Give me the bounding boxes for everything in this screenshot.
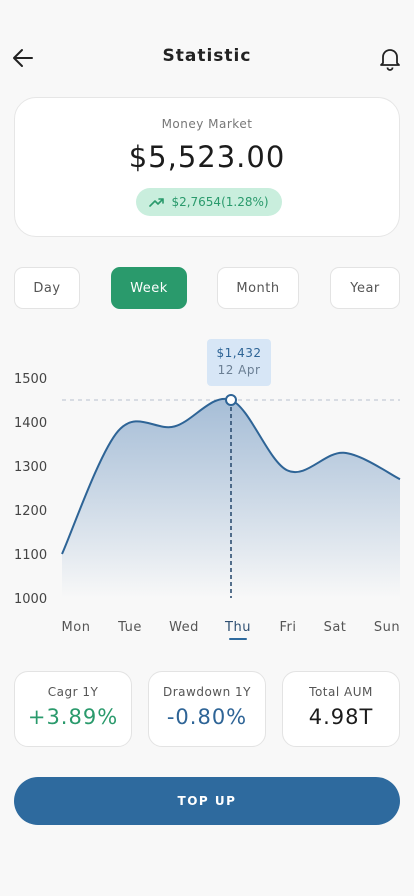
x-tick-label: Sun bbox=[374, 620, 400, 635]
change-badge: $2,7654(1.28%) bbox=[136, 188, 282, 216]
bell-icon bbox=[380, 49, 400, 71]
y-tick-label: 1300 bbox=[14, 460, 47, 475]
x-tick-label: Wed bbox=[169, 620, 199, 635]
top-up-button[interactable]: TOP UP bbox=[14, 777, 400, 825]
tab-day[interactable]: Day bbox=[14, 267, 80, 309]
stat-card-drawdown: Drawdown 1Y -0.80% bbox=[148, 671, 266, 747]
y-tick-label: 1500 bbox=[14, 372, 47, 387]
stat-value: -0.80% bbox=[166, 705, 248, 729]
app-header: Statistic bbox=[0, 40, 414, 76]
y-tick-label: 1200 bbox=[14, 504, 47, 519]
x-tick-label: Thu bbox=[224, 620, 251, 635]
market-label: Money Market bbox=[161, 117, 253, 131]
stat-label: Drawdown 1Y bbox=[163, 685, 251, 699]
x-tick-label: Mon bbox=[62, 620, 91, 635]
x-tick-label: Tue bbox=[117, 620, 142, 635]
arrow-left-icon bbox=[13, 49, 33, 67]
price-chart[interactable]: 1500 1400 1300 1200 1100 1000 Mon Tue Wed Thu Fri S… bbox=[0, 330, 414, 650]
y-tick-label: 1000 bbox=[14, 592, 47, 607]
trending-up-icon bbox=[149, 198, 165, 207]
page-title: Statistic bbox=[162, 46, 252, 66]
stat-value: +3.89% bbox=[27, 705, 119, 729]
area-chart: 1500 1400 1300 1200 1100 1000 Mon Tue Wed Thu Fri S… bbox=[14, 372, 401, 640]
market-value: $5,523.00 bbox=[128, 140, 286, 174]
x-tick-label: Fri bbox=[280, 620, 297, 635]
stat-label: Cagr 1Y bbox=[47, 685, 99, 699]
chart-tooltip: $1,432 12 Apr bbox=[207, 339, 271, 386]
active-day-indicator bbox=[229, 638, 247, 640]
x-tick-label: Sat bbox=[324, 620, 347, 635]
tooltip-date: 12 Apr bbox=[217, 363, 261, 377]
highlight-point bbox=[225, 394, 237, 406]
tab-year[interactable]: Year bbox=[330, 267, 400, 309]
stat-value: 4.98T bbox=[308, 705, 374, 729]
y-tick-label: 1100 bbox=[14, 548, 47, 563]
money-market-card: Money Market $5,523.00 $2,7654(1.28%) bbox=[14, 97, 400, 237]
tab-week[interactable]: Week bbox=[111, 267, 187, 309]
stat-card-cagr: Cagr 1Y +3.89% bbox=[14, 671, 132, 747]
notifications-button[interactable] bbox=[376, 44, 404, 72]
change-amount: $2,7654 bbox=[171, 195, 222, 209]
back-button[interactable] bbox=[10, 44, 38, 72]
tab-month[interactable]: Month bbox=[217, 267, 299, 309]
change-percent: (1.28%) bbox=[221, 195, 269, 209]
tooltip-value: $1,432 bbox=[216, 346, 262, 360]
stat-label: Total AUM bbox=[309, 685, 373, 699]
y-tick-label: 1400 bbox=[14, 416, 47, 431]
stat-card-aum: Total AUM 4.98T bbox=[282, 671, 400, 747]
